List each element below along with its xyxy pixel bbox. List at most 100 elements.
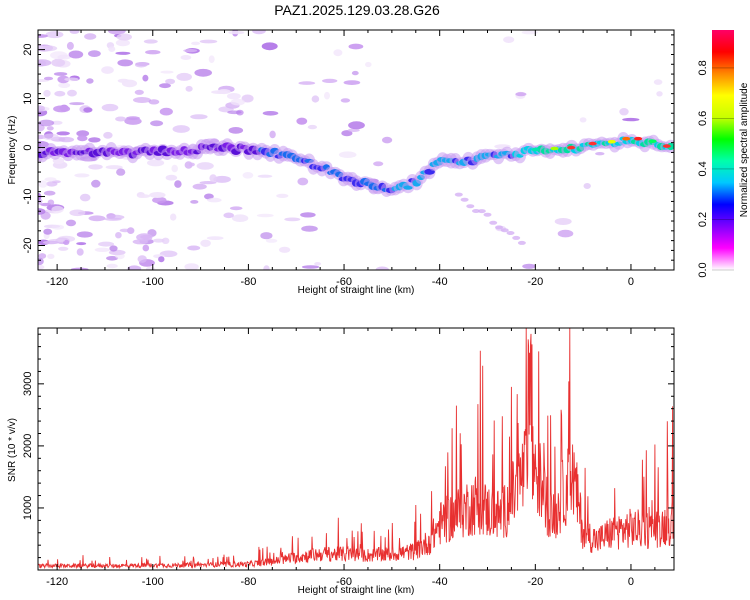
- noise-blob: [42, 133, 59, 141]
- noise-blob: [150, 120, 164, 127]
- spectrogram-frame: [37, 29, 675, 271]
- noise-blob: [106, 214, 125, 220]
- noise-blob: [74, 173, 90, 178]
- noise-blob: [121, 79, 138, 88]
- noise-blob: [149, 192, 166, 198]
- noise-blob: [44, 177, 57, 182]
- ridge-hotspot: [567, 145, 576, 150]
- spectrogram-plot-area: [38, 30, 674, 270]
- noise-blob: [51, 224, 64, 230]
- noise-blob: [217, 89, 231, 95]
- noise-blob: [51, 205, 64, 214]
- noise-blob: [301, 265, 320, 269]
- noise-blob: [88, 164, 103, 170]
- noise-blob: [579, 117, 587, 123]
- noise-blob: [230, 98, 245, 106]
- noise-blob: [180, 55, 192, 60]
- noise-blob: [187, 245, 201, 251]
- noise-blob: [184, 263, 199, 270]
- noise-blob: [172, 125, 190, 133]
- noise-blob: [242, 172, 254, 179]
- noise-blob: [373, 161, 384, 167]
- secondary-streak: [506, 231, 515, 235]
- noise-blob: [77, 135, 88, 142]
- noise-blob: [622, 117, 640, 122]
- noise-blob: [284, 217, 301, 222]
- spectrogram-x-axis-label: Height of straight line (km): [298, 285, 415, 296]
- noise-blob: [65, 219, 77, 227]
- ridge-hotspot: [634, 136, 643, 141]
- snr-ticks: -120 -100 -80 -60 -40 -20 0 1000 2000 3000: [22, 328, 674, 588]
- noise-blob: [209, 174, 217, 183]
- noise-blob: [47, 253, 55, 259]
- noise-blob: [170, 213, 177, 221]
- noise-blob: [76, 130, 90, 137]
- noise-blob: [351, 70, 359, 76]
- noise-blob: [145, 50, 161, 55]
- colorbar-tick-label: 0.6: [697, 111, 709, 126]
- noise-blob: [115, 51, 131, 55]
- noise-blob: [43, 76, 54, 81]
- noise-blob: [66, 41, 74, 50]
- noise-blob: [348, 43, 364, 50]
- x-tick-label: -20: [527, 576, 543, 588]
- noise-blob: [340, 98, 351, 103]
- noise-blob: [142, 74, 149, 82]
- noise-blob: [133, 97, 151, 103]
- noise-blob: [161, 237, 170, 244]
- noise-blob: [143, 39, 158, 44]
- noise-blob: [515, 92, 527, 97]
- noise-blob: [108, 46, 116, 52]
- noise-blob: [204, 193, 214, 200]
- noise-blob: [347, 128, 360, 132]
- snr-frame: [37, 327, 675, 571]
- noise-blob: [101, 66, 114, 74]
- noise-blob: [269, 130, 276, 139]
- secondary-streak: [489, 220, 498, 225]
- noise-blob: [42, 240, 59, 245]
- noise-blob: [188, 162, 195, 167]
- noise-blob: [94, 247, 111, 252]
- y-tick-label: 0: [22, 145, 34, 151]
- noise-blob: [333, 49, 343, 57]
- noise-blob: [296, 117, 308, 125]
- ridge-hotspot: [648, 139, 657, 143]
- noise-blob: [38, 105, 45, 112]
- x-tick-label: -120: [46, 576, 68, 588]
- noise-blob: [38, 253, 47, 259]
- noise-blob: [69, 102, 85, 106]
- x-tick-label: -120: [46, 276, 68, 288]
- snr-x-axis-label: Height of straight line (km): [298, 585, 415, 596]
- noise-blob: [263, 265, 270, 270]
- noise-blob: [297, 177, 309, 186]
- noise-blob: [147, 159, 165, 167]
- noise-blob: [43, 89, 51, 97]
- noise-blob: [91, 179, 101, 188]
- colorbar-tick-label: 0.8: [697, 60, 709, 75]
- x-tick-label: -40: [432, 576, 448, 588]
- noise-blob: [262, 111, 279, 116]
- noise-blob: [98, 241, 115, 247]
- noise-blob: [109, 245, 118, 252]
- noise-blob: [194, 68, 212, 77]
- x-tick-label: -60: [336, 576, 352, 588]
- noise-blob: [136, 233, 153, 242]
- ridge-hotspot: [622, 136, 631, 141]
- noise-blob: [196, 162, 214, 170]
- noise-blob: [206, 236, 224, 241]
- noise-blob: [554, 218, 572, 225]
- noise-blob: [115, 232, 122, 239]
- x-tick-label: -40: [432, 276, 448, 288]
- noise-blob: [67, 89, 77, 97]
- noise-blob: [69, 30, 80, 34]
- noise-blob: [38, 257, 44, 266]
- noise-blob: [165, 174, 178, 181]
- snr-series-line: [38, 328, 674, 570]
- spectrogram-blobs: [38, 30, 674, 270]
- y-tick-label: -20: [22, 238, 34, 254]
- noise-blob: [278, 246, 291, 253]
- noise-blob: [298, 81, 316, 85]
- noise-blob: [106, 263, 118, 269]
- noise-blob: [108, 30, 126, 35]
